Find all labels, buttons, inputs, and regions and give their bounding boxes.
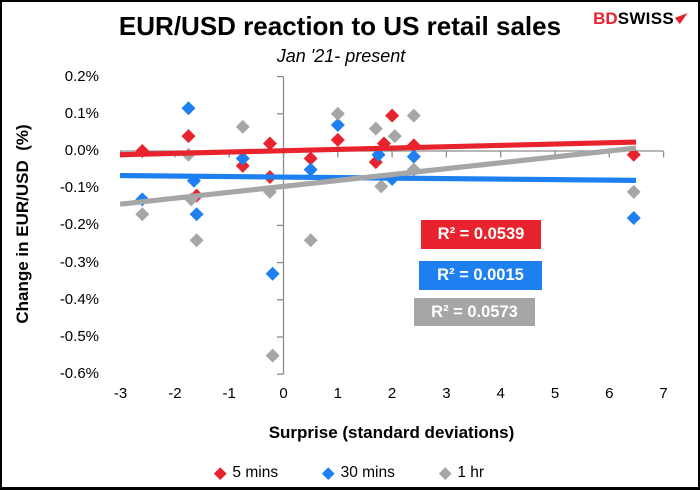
legend-item-5-mins: 5 mins <box>214 464 279 482</box>
legend-label-1-hr: 1 hr <box>457 464 485 481</box>
x-tick-label: -3 <box>113 385 128 402</box>
x-tick-label: -1 <box>222 385 236 402</box>
legend-item-30-mins: 30 mins <box>322 464 395 482</box>
data-point-1-hr <box>189 233 204 248</box>
data-point-1-hr <box>235 119 250 134</box>
data-point-30-mins <box>303 162 318 177</box>
y-tick-label: -0.2% <box>59 216 99 234</box>
x-tick-label: -2 <box>168 385 182 402</box>
data-point-1-hr <box>303 233 318 248</box>
data-point-30-mins <box>189 207 204 222</box>
data-point-1-hr <box>265 348 280 363</box>
y-tick-label: -0.5% <box>59 328 99 345</box>
trendline-5-mins <box>119 139 637 158</box>
data-point-1-hr <box>330 106 345 121</box>
x-tick-label: 4 <box>496 385 505 402</box>
data-point-1-hr <box>626 184 641 199</box>
y-tick-label: -0.6% <box>59 365 99 383</box>
data-point-1-hr <box>368 121 383 136</box>
y-tick-label: 0.0% <box>64 142 99 159</box>
x-axis-title: Surprise (standard deviations) <box>268 423 515 442</box>
chart-legend: 5 mins 30 mins 1 hr <box>2 461 698 485</box>
legend-label-5-mins: 5 mins <box>232 464 279 481</box>
data-point-30-mins <box>371 147 386 162</box>
data-point-5-mins <box>303 151 318 166</box>
x-tick-label: 3 <box>442 385 451 402</box>
legend-marker-5-mins <box>214 466 227 480</box>
data-point-1-hr <box>406 108 421 123</box>
y-tick-label: 0.2% <box>64 67 99 85</box>
data-point-30-mins <box>626 210 641 225</box>
data-point-1-hr <box>374 179 389 194</box>
data-point-5-mins <box>235 158 250 173</box>
legend-label-30-mins: 30 mins <box>340 464 395 481</box>
data-point-1-hr <box>387 129 402 144</box>
r2-badge-1-hr: R² = 0.0573 <box>414 298 535 326</box>
data-point-5-mins <box>385 108 400 123</box>
legend-item-1-hr: 1 hr <box>439 464 485 482</box>
logo-text-bd: BD <box>593 9 618 28</box>
data-point-1-hr <box>135 207 150 222</box>
x-tick-label: 2 <box>387 385 397 402</box>
legend-marker-1-hr <box>439 466 452 480</box>
x-tick-label: 0 <box>279 385 288 402</box>
data-point-5-mins <box>262 136 277 151</box>
logo-text-swiss: SWISS <box>617 9 674 28</box>
y-tick-label: 0.1% <box>64 104 99 122</box>
trendline-1-hr <box>119 145 637 207</box>
bdswiss-logo: BD SWISS <box>593 9 691 29</box>
legend-marker-30-mins <box>322 466 335 480</box>
data-point-30-mins <box>181 101 196 116</box>
x-tick-label: 5 <box>550 385 560 402</box>
chart-subtitle: Jan '21- present <box>276 46 406 66</box>
y-tick-label: -0.4% <box>59 290 99 308</box>
r2-badge-30-mins: R² = 0.0015 <box>419 261 542 290</box>
x-tick-label: 1 <box>333 385 342 402</box>
data-point-30-mins <box>265 266 280 281</box>
data-point-5-mins <box>330 132 345 147</box>
chart-title: EUR/USD reaction to US retail sales <box>118 11 562 41</box>
data-point-30-mins <box>330 117 345 132</box>
x-tick-label: 6 <box>605 385 614 402</box>
data-point-30-mins <box>406 149 421 164</box>
data-point-30-mins <box>235 151 250 166</box>
y-tick-label: -0.3% <box>59 253 99 271</box>
data-point-5-mins <box>181 129 196 144</box>
r2-badge-5-mins: R² = 0.0539 <box>421 220 541 249</box>
y-tick-label: -0.1% <box>59 179 99 197</box>
x-tick-label: 7 <box>659 385 668 402</box>
